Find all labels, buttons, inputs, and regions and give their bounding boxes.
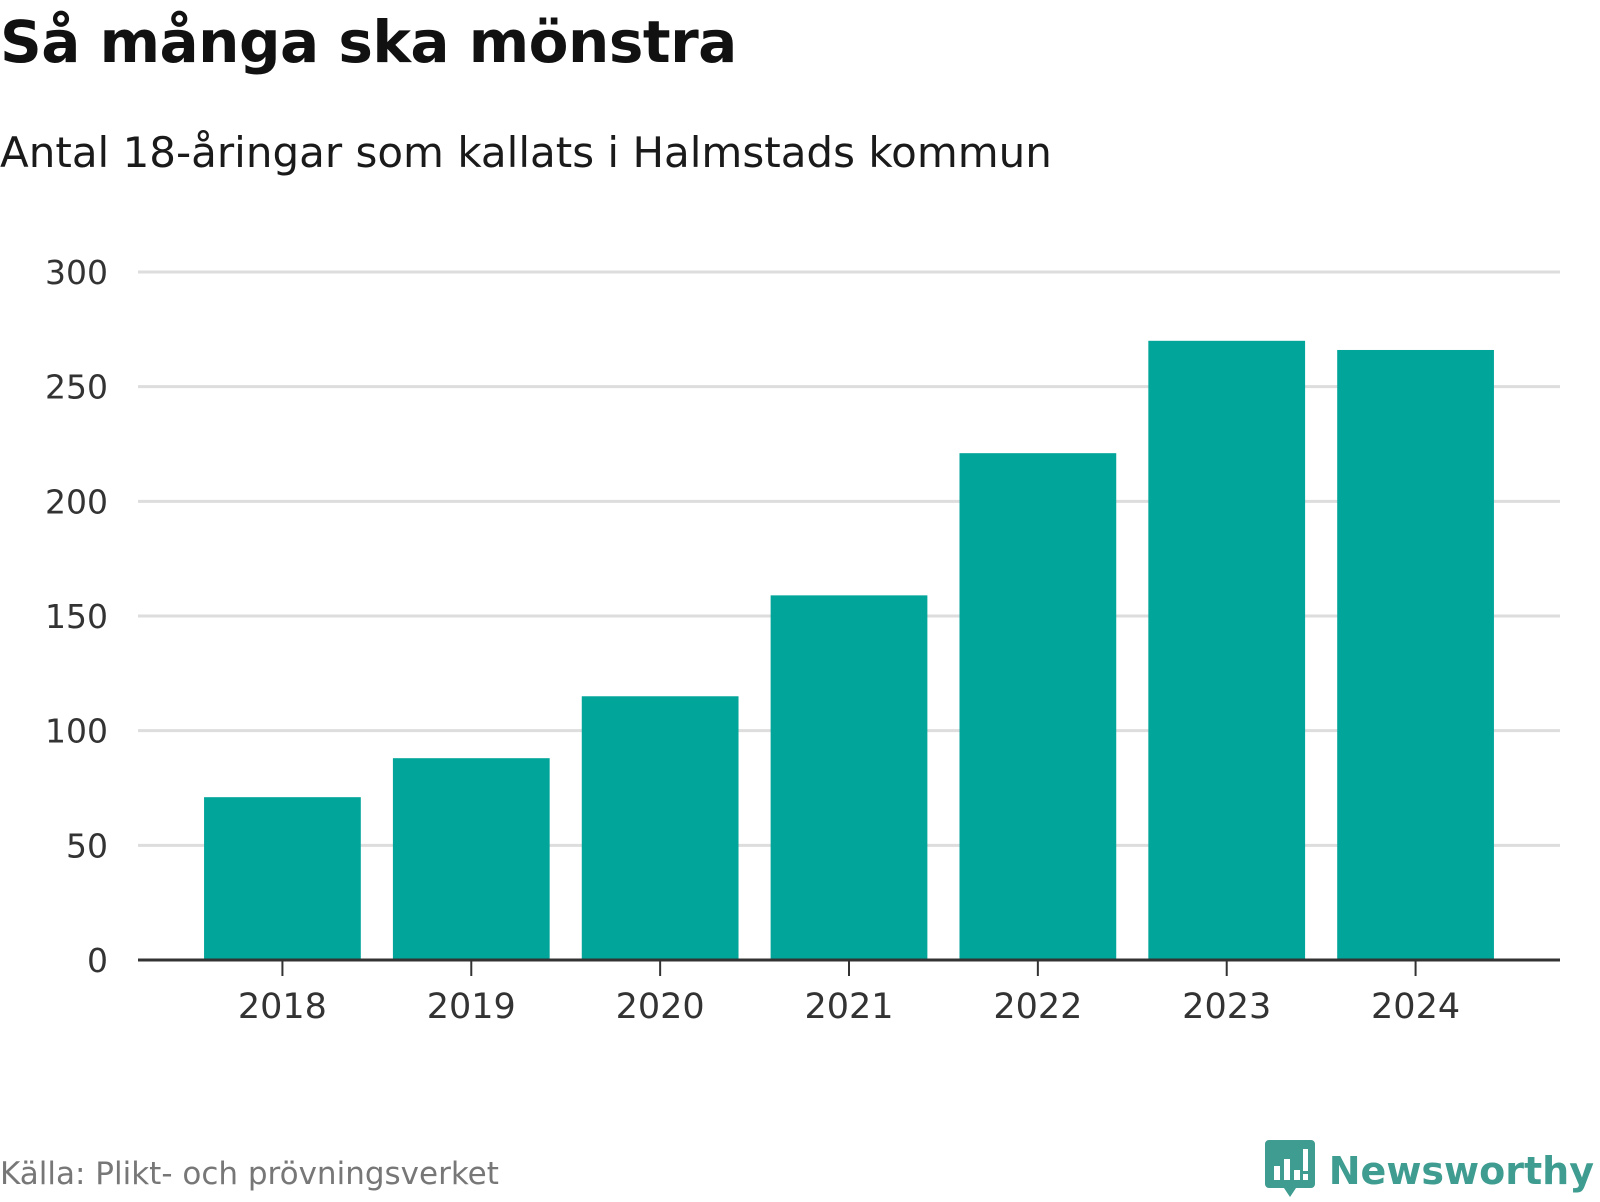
y-tick-label: 100 xyxy=(45,712,108,751)
bar xyxy=(770,595,928,960)
x-tick-label: 2023 xyxy=(1182,987,1271,1027)
newsworthy-chart-bubble-icon xyxy=(1264,1140,1315,1202)
y-tick-label: 300 xyxy=(45,253,108,292)
newsworthy-logo[interactable]: Newsworthy xyxy=(1264,1140,1594,1202)
x-tick-label: 2020 xyxy=(616,987,705,1027)
bar-chart: 0 50 100 150 200 250 300 2018 2019 2020 2021 2022 20… xyxy=(45,253,1560,1027)
bar xyxy=(581,696,739,960)
logo-text: Newsworthy xyxy=(1328,1149,1594,1193)
bar xyxy=(204,797,361,960)
x-tick-label: 2022 xyxy=(993,987,1082,1027)
y-tick-label: 50 xyxy=(66,826,108,865)
y-tick-label: 250 xyxy=(45,368,108,407)
x-tick-label: 2019 xyxy=(427,987,516,1027)
source-note: Källa: Plikt- och prövningsverket xyxy=(0,1156,499,1192)
chart-subtitle: Antal 18-åringar som kallats i Halmstads… xyxy=(0,128,1052,177)
bar xyxy=(1337,349,1494,960)
x-tick-label: 2018 xyxy=(238,987,327,1027)
chart-title: Så många ska mönstra xyxy=(0,8,737,76)
bar xyxy=(392,758,550,960)
x-tick-label: 2021 xyxy=(804,987,893,1027)
bar xyxy=(959,453,1117,960)
bar xyxy=(1148,340,1306,960)
y-tick-label: 150 xyxy=(45,597,108,636)
y-tick-label: 0 xyxy=(87,941,108,980)
x-tick-label: 2024 xyxy=(1371,987,1460,1027)
y-tick-label: 200 xyxy=(45,482,108,521)
